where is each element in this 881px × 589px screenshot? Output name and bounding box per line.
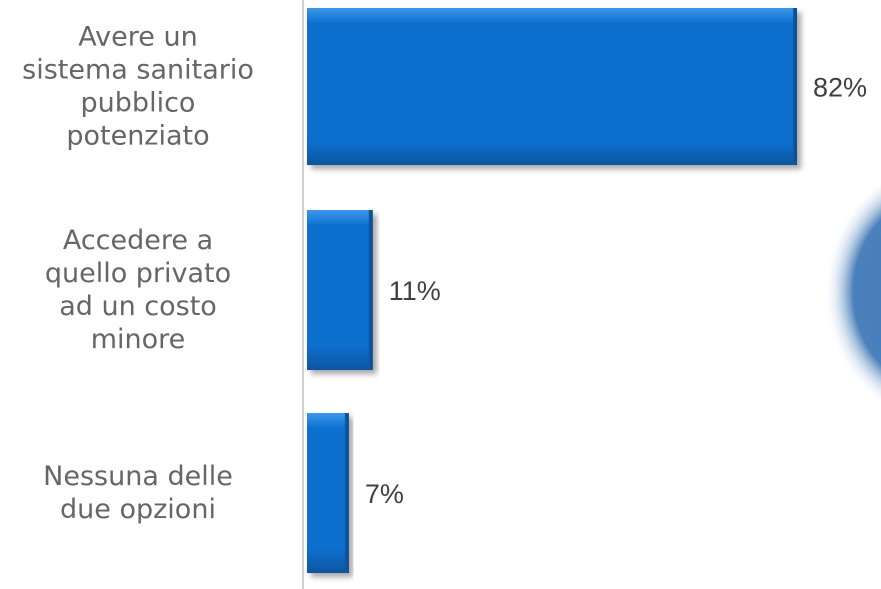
bar-edge-2: [368, 210, 373, 370]
category-label-3: Nessuna delle due opzioni: [43, 461, 233, 525]
category-label-line: minore: [91, 324, 186, 355]
bar-body-1: [307, 8, 797, 165]
bar-body-3: [307, 413, 349, 573]
category-label-line: due opzioni: [60, 494, 216, 525]
bar-body-2: [307, 210, 373, 370]
value-label-2: 11%: [389, 276, 441, 306]
category-label-line: quello privato: [45, 258, 231, 289]
bar-edge-3: [344, 413, 349, 573]
category-label-line: pubblico: [81, 88, 196, 119]
category-label-line: Nessuna delle: [43, 461, 233, 492]
bars-group: [307, 8, 797, 573]
category-label-1: Avere un sistema sanitario pubblico potenzi…: [22, 22, 254, 152]
value-label-1: 82%: [813, 73, 867, 103]
bar-2: [307, 210, 373, 370]
category-label-line: Avere un: [78, 22, 197, 53]
category-labels-group: Avere un sistema sanitario pubblico potenzi…: [22, 22, 254, 526]
value-labels-group: 82% 11% 7%: [365, 73, 867, 510]
category-label-line: sistema sanitario: [22, 55, 254, 86]
category-label-line: ad un costo: [59, 291, 217, 322]
bar-edge-1: [793, 8, 797, 165]
bar-1: [307, 8, 797, 165]
category-label-2: Accedere a quello privato ad un costo minor…: [45, 225, 231, 355]
value-label-3: 7%: [365, 479, 404, 509]
category-label-line: Accedere a: [63, 225, 213, 256]
bar-3: [307, 413, 349, 573]
category-label-line: potenziato: [66, 121, 209, 152]
decorative-circle: [812, 171, 881, 413]
